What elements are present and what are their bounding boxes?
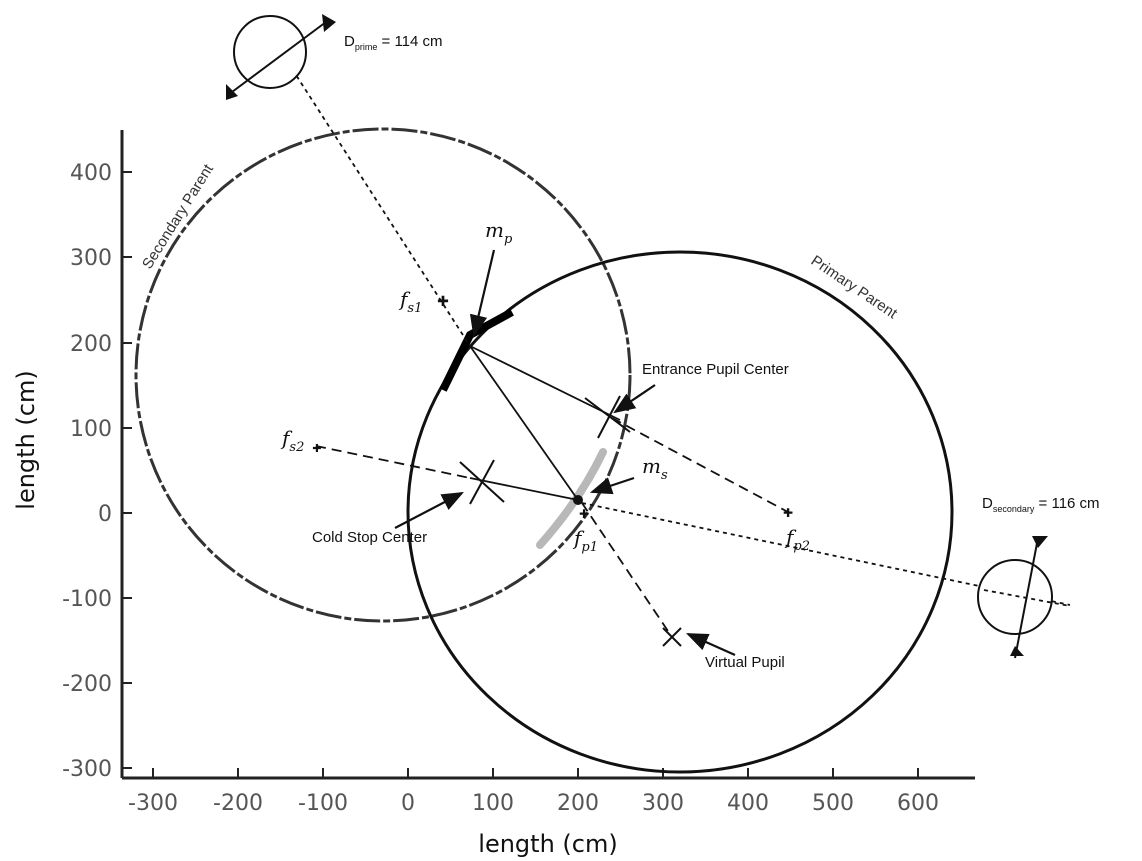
- y-tick-label: 200: [70, 332, 112, 357]
- mp-arrow: [469, 249, 496, 338]
- y-axis-title: length (cm): [12, 370, 40, 509]
- fs2-label: fs2: [280, 426, 304, 455]
- mp-label: mp: [485, 218, 513, 247]
- x-tick-label: 0: [401, 791, 415, 816]
- x-tick-label: 200: [557, 791, 599, 816]
- entrance-to-fp2-dashed: [611, 417, 789, 513]
- secondary-aperture-symbol: [977, 536, 1071, 659]
- virtual-pupil-marker: [662, 627, 682, 647]
- y-tick-label: 300: [70, 246, 112, 271]
- secondary-vertex-dot: [573, 495, 583, 505]
- secondary-dotted-axis: [581, 502, 1071, 606]
- y-tick-marks: [122, 171, 132, 769]
- y-tick-label: 0: [98, 502, 112, 527]
- cold-stop-marker: [459, 459, 505, 505]
- ms-arrow: [589, 476, 635, 495]
- x-tick-label: 500: [812, 791, 854, 816]
- x-tick-label: -100: [298, 791, 348, 816]
- entrance-pupil-arrow: [613, 384, 656, 414]
- cold-stop-label: Cold Stop Center: [312, 529, 427, 546]
- secondary-parent-label: Secondary Parent: [139, 161, 217, 273]
- ray-secondary-to-coldstop: [469, 477, 579, 501]
- y-tick-label: 400: [70, 161, 112, 186]
- fp1-point-icon: ✚: [579, 507, 589, 521]
- primary-parent-ellipse: [406, 250, 954, 774]
- y-tick-label: 100: [70, 417, 112, 442]
- ray-mirror-to-secondary: [469, 345, 579, 501]
- prime-aperture-symbol: [226, 14, 336, 100]
- entrance-pupil-label: Entrance Pupil Center: [642, 361, 789, 378]
- x-tick-label: 400: [727, 791, 769, 816]
- y-tick-label: -200: [62, 672, 112, 697]
- x-tick-label: 100: [472, 791, 514, 816]
- fs2-dashed-line: [315, 445, 471, 479]
- virtual-pupil-dashed: [581, 502, 673, 638]
- fp2-label: fp2: [784, 525, 810, 554]
- fs2-point-icon: ✚: [312, 442, 321, 455]
- fs1-point-icon: ✚: [437, 294, 449, 310]
- x-tick-label: 600: [897, 791, 939, 816]
- ms-label: ms: [642, 454, 668, 483]
- cold-stop-arrow: [394, 491, 464, 529]
- d-prime-label: Dprime = 114 cm: [344, 33, 443, 52]
- fs1-label: fs1: [398, 287, 422, 316]
- secondary-parent-ellipse: [134, 127, 632, 623]
- y-tick-label: -100: [62, 587, 112, 612]
- fp2-point-icon: ✚: [783, 506, 793, 520]
- x-tick-label: -200: [213, 791, 263, 816]
- virtual-pupil-arrow: [685, 632, 736, 657]
- x-tick-label: -300: [128, 791, 178, 816]
- x-axis-title: length (cm): [478, 830, 617, 858]
- virtual-pupil-label: Virtual Pupil: [705, 654, 785, 671]
- d-secondary-label: Dsecondary = 116 cm: [982, 495, 1100, 514]
- y-tick-label: -300: [62, 757, 112, 782]
- x-tick-label: 300: [642, 791, 684, 816]
- fp1-label: fp1: [572, 526, 598, 555]
- ray-mirror-to-entrance: [469, 345, 621, 421]
